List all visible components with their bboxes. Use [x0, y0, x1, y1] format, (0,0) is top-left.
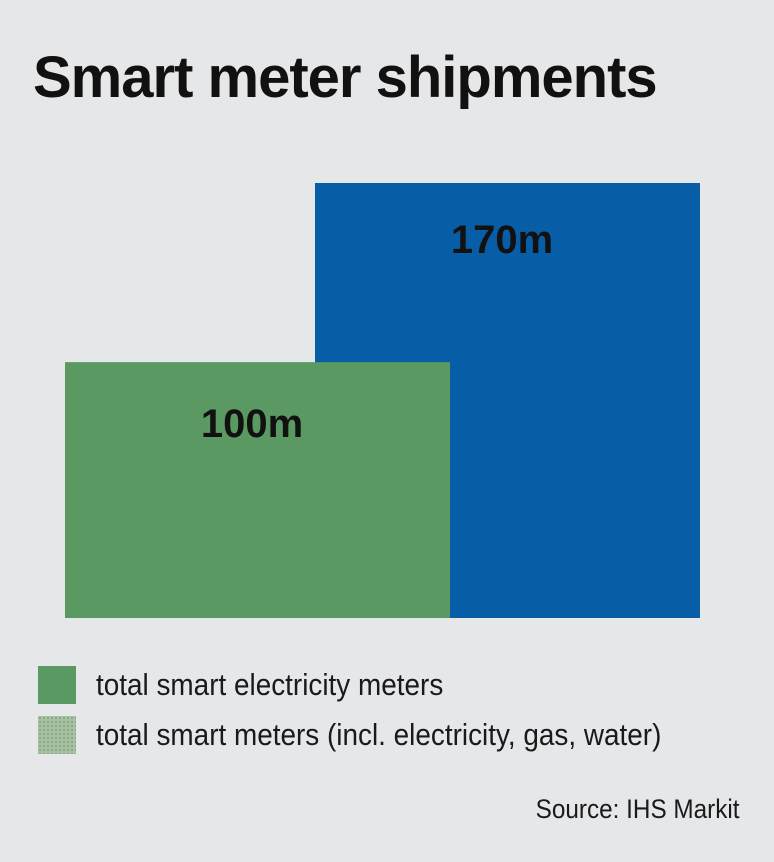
data-label-170m: 170m — [451, 218, 553, 262]
bar-electricity-meters — [65, 362, 450, 618]
legend-label-electricity: total smart electricity meters — [96, 667, 444, 702]
legend-swatch-electricity — [38, 666, 76, 704]
legend-label-total: total smart meters (incl. electricity, g… — [96, 717, 662, 752]
legend-swatch-total — [38, 716, 76, 754]
chart-title: Smart meter shipments — [33, 45, 658, 110]
data-label-100m: 100m — [201, 402, 303, 446]
legend: total smart electricity meters total sma… — [38, 660, 724, 760]
source-note: Source: IHS Markit — [536, 794, 740, 824]
legend-item-total: total smart meters (incl. electricity, g… — [38, 710, 724, 760]
legend-item-electricity: total smart electricity meters — [38, 660, 724, 710]
